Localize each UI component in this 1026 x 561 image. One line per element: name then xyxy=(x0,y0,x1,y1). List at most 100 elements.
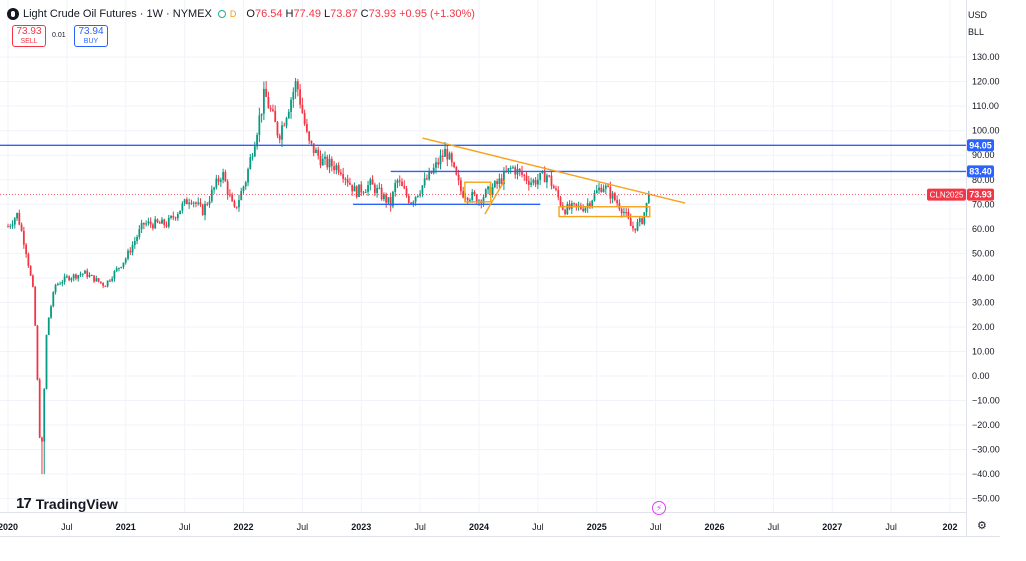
candle xyxy=(330,156,333,172)
candle xyxy=(253,141,256,158)
candle-body xyxy=(444,148,446,157)
candle-body xyxy=(527,180,530,185)
candle xyxy=(360,181,363,197)
sell-button[interactable]: 73.93 SELL xyxy=(12,25,46,47)
candle-body xyxy=(358,184,360,197)
candle-body xyxy=(543,171,546,183)
candle-body xyxy=(498,178,501,185)
delayed-badge[interactable]: D xyxy=(229,9,237,19)
gear-icon[interactable]: ⚙ xyxy=(977,520,987,532)
symbol-header[interactable]: Light Crude Oil Futures · 1W · NYMEX D O… xyxy=(7,6,478,22)
candle xyxy=(238,194,240,212)
candle xyxy=(276,121,279,139)
candle-body xyxy=(484,189,487,198)
candle xyxy=(292,87,295,108)
candle xyxy=(197,197,200,206)
candles xyxy=(7,77,650,475)
candle xyxy=(152,222,154,231)
candle xyxy=(638,217,641,227)
x-tick-label: 2022 xyxy=(233,522,253,532)
sell-price: 73.93 xyxy=(16,26,42,37)
candle xyxy=(29,265,32,277)
candle-body xyxy=(11,224,14,226)
candle-body xyxy=(86,270,89,277)
buy-button[interactable]: 73.94 BUY xyxy=(74,25,108,47)
range-box xyxy=(558,206,651,218)
candle-body xyxy=(70,278,73,281)
candle xyxy=(351,184,354,196)
candle-body xyxy=(183,199,186,204)
candle xyxy=(56,282,59,286)
lightning-icon[interactable]: ⚡ xyxy=(652,501,666,515)
candle xyxy=(256,132,258,150)
candle xyxy=(385,192,388,208)
candle-body xyxy=(586,203,589,208)
candle-body xyxy=(61,282,64,284)
candle-body xyxy=(315,149,317,154)
candle-body xyxy=(115,268,118,272)
candle-body xyxy=(224,172,227,182)
unit-selector[interactable]: BLL xyxy=(968,27,985,37)
candle xyxy=(287,108,290,119)
candle-body xyxy=(240,190,243,201)
candle xyxy=(185,197,188,205)
candle-body xyxy=(471,192,474,200)
candle-body xyxy=(56,283,59,285)
buy-label: BUY xyxy=(83,38,99,45)
candle xyxy=(398,175,401,187)
candle xyxy=(272,104,274,113)
candle xyxy=(99,281,102,285)
candle-body xyxy=(59,283,61,285)
candle-body xyxy=(448,153,451,160)
candle xyxy=(93,275,95,284)
candle-body xyxy=(378,187,381,189)
candle xyxy=(158,220,161,224)
candle-body xyxy=(249,157,252,169)
candle-body xyxy=(509,167,512,169)
symbol-title[interactable]: Light Crude Oil Futures · 1W · NYMEX xyxy=(23,8,212,20)
candle xyxy=(108,279,111,283)
tradingview-logo[interactable]: 17 TradingView xyxy=(16,495,118,512)
candle-body xyxy=(165,224,168,227)
candle-body xyxy=(45,334,48,389)
candle xyxy=(206,201,209,207)
x-tick-label: Jul xyxy=(297,522,309,532)
tradingview-wordmark: TradingView xyxy=(35,495,118,512)
candle-body xyxy=(204,203,206,216)
candle-body xyxy=(113,271,116,279)
candle xyxy=(317,146,320,160)
y-tick-label: 40.00 xyxy=(972,273,995,283)
candle-body xyxy=(575,203,578,206)
candle xyxy=(589,200,591,209)
candle xyxy=(190,199,193,205)
candle-body xyxy=(269,108,272,110)
currency-selector[interactable]: USD xyxy=(968,10,988,20)
candle-body xyxy=(278,135,281,140)
candle xyxy=(188,198,191,209)
candle-body xyxy=(335,165,338,171)
candle xyxy=(63,273,66,285)
candle-body xyxy=(231,194,234,202)
candle-body xyxy=(392,191,394,207)
candle xyxy=(423,172,426,188)
candle-body xyxy=(292,92,295,100)
candle xyxy=(509,165,512,174)
candle-body xyxy=(437,162,440,165)
y-tick-label: −30.00 xyxy=(972,445,1000,455)
candle-body xyxy=(197,202,200,204)
candle-body xyxy=(589,203,591,206)
candle xyxy=(636,218,639,232)
spread-value: 0.01 xyxy=(52,32,66,39)
candle xyxy=(441,149,444,162)
candle-body xyxy=(539,172,542,180)
candle xyxy=(217,175,220,186)
candle-body xyxy=(181,203,184,211)
candle xyxy=(546,173,548,189)
candle-body xyxy=(217,178,220,182)
candle-body xyxy=(611,193,614,199)
candle xyxy=(45,334,48,390)
candle xyxy=(13,216,16,229)
y-tick-label: 20.00 xyxy=(972,322,995,332)
candle-body xyxy=(242,186,245,191)
